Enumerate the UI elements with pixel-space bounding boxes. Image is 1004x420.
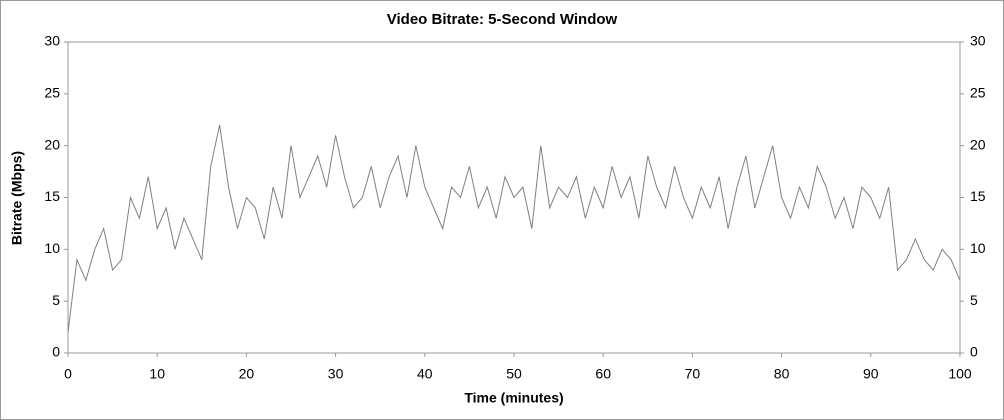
x-tick-label: 60 (595, 366, 611, 382)
y-tick-label: 30 (44, 33, 60, 49)
y2-tick-label: 25 (970, 85, 986, 101)
y-axis-title: Bitrate (Mbps) (9, 151, 25, 245)
x-tick-label: 30 (328, 366, 344, 382)
y2-tick-label: 30 (970, 33, 986, 49)
y2-tick-label: 0 (970, 344, 978, 360)
x-tick-label: 80 (774, 366, 790, 382)
x-tick-label: 90 (863, 366, 879, 382)
y-tick-label: 5 (52, 292, 60, 308)
x-tick-label: 100 (948, 366, 972, 382)
x-tick-label: 0 (64, 366, 72, 382)
x-tick-label: 40 (417, 366, 433, 382)
y-tick-label: 25 (44, 85, 60, 101)
data-line (67, 124, 961, 333)
y2-tick-label: 15 (970, 188, 986, 204)
x-tick-label: 20 (239, 366, 255, 382)
y-tick-label: 20 (44, 136, 60, 152)
y2-tick-label: 5 (970, 292, 978, 308)
y-tick-label: 0 (52, 344, 60, 360)
x-axis-title: Time (minutes) (464, 390, 563, 406)
x-tick-label: 10 (149, 366, 165, 382)
chart-title: Video Bitrate: 5-Second Window (387, 11, 618, 28)
y2-tick-label: 20 (970, 136, 986, 152)
y-tick-label: 15 (44, 188, 60, 204)
y2-tick-label: 10 (970, 240, 986, 256)
x-tick-label: 50 (506, 366, 522, 382)
y-tick-label: 10 (44, 240, 60, 256)
x-tick-label: 70 (685, 366, 701, 382)
